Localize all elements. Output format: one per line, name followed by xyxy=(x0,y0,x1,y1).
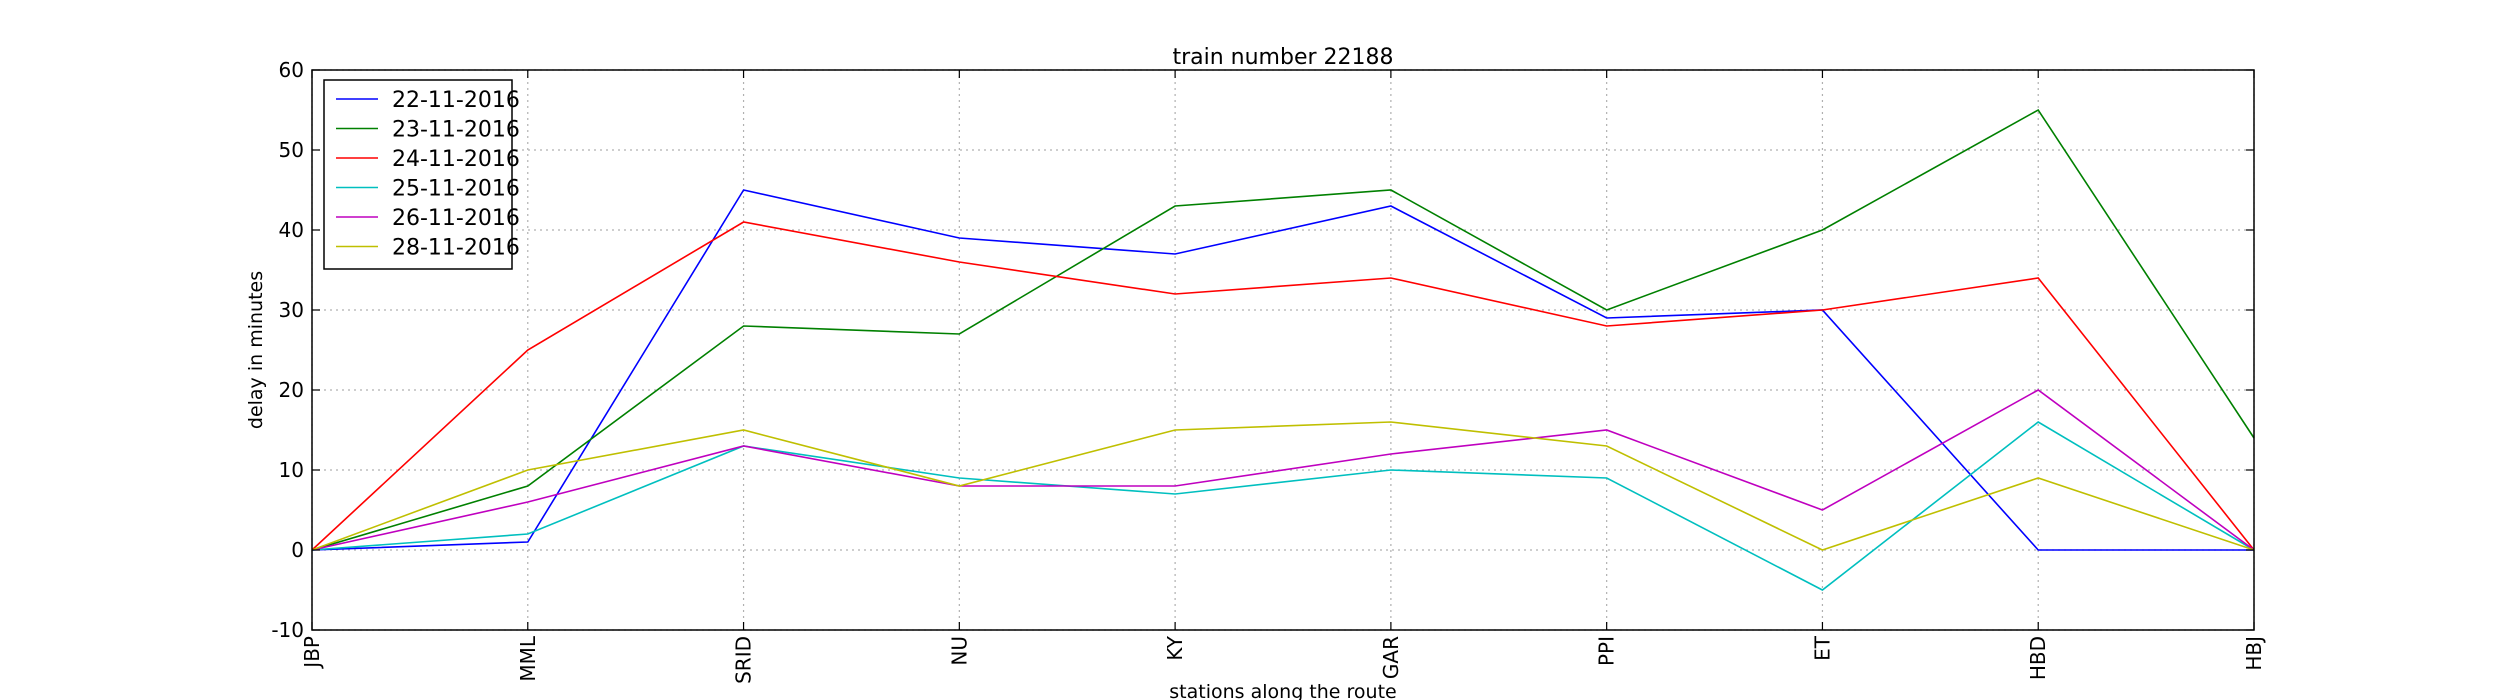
x-tick-label: PPI xyxy=(1595,636,1619,666)
legend-entry: 22-11-2016 xyxy=(392,88,520,113)
x-tick-label: GAR xyxy=(1379,636,1403,679)
grid-lines xyxy=(311,69,2255,631)
series-line-24-11-2016 xyxy=(311,221,2255,551)
y-axis-ticks: -10 0 10 20 30 40 50 60 xyxy=(271,58,2254,642)
series-line-28-11-2016 xyxy=(311,421,2255,551)
x-tick-label: HBD xyxy=(2026,636,2050,680)
y-tick-label: 50 xyxy=(279,138,304,162)
x-tick-label: NU xyxy=(947,636,971,666)
y-tick-label: 20 xyxy=(279,378,304,402)
legend-entry: 25-11-2016 xyxy=(392,177,520,202)
legend: 22-11-2016 23-11-2016 24-11-2016 25-11-2016… xyxy=(323,79,520,270)
x-tick-label: HBJ xyxy=(2242,636,2266,671)
x-axis-ticks: JBP MML SRID NU KY GAR PPI ET HBD HBJ xyxy=(300,70,2266,684)
legend-entry: 23-11-2016 xyxy=(392,118,520,143)
chart-title: train number 22188 xyxy=(1172,45,1393,70)
series-line-23-11-2016 xyxy=(311,108,2255,551)
y-tick-label: 0 xyxy=(291,538,304,562)
x-tick-label: ET xyxy=(1810,635,1834,661)
y-tick-label: 60 xyxy=(279,58,304,82)
legend-box xyxy=(323,79,513,270)
legend-entry: 24-11-2016 xyxy=(392,147,520,172)
series-line-22-11-2016 xyxy=(311,189,2254,551)
x-tick-label: JBP xyxy=(300,636,324,670)
legend-entry: 26-11-2016 xyxy=(392,206,520,231)
series-lines xyxy=(311,108,2255,591)
y-tick-label: 30 xyxy=(279,298,304,322)
legend-entry: 28-11-2016 xyxy=(392,236,520,261)
series-line-25-11-2016 xyxy=(311,421,2255,591)
x-tick-label: SRID xyxy=(732,636,756,684)
x-tick-label: MML xyxy=(516,635,540,682)
x-tick-label: KY xyxy=(1163,635,1187,660)
y-tick-label: 40 xyxy=(279,218,304,242)
y-tick-label: -10 xyxy=(271,618,304,642)
plot-frame xyxy=(311,69,2255,631)
series-line-26-11-2016 xyxy=(311,389,2255,551)
x-axis-label: stations along the route xyxy=(1169,681,1396,700)
y-axis-label: delay in minutes xyxy=(245,271,267,429)
y-tick-label: 10 xyxy=(279,458,304,482)
